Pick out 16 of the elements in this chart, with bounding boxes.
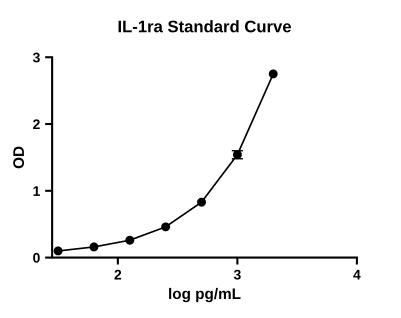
x-axis-title: log pg/mL xyxy=(169,288,241,302)
y-tick-label: 2 xyxy=(33,119,40,130)
y-tick-label: 3 xyxy=(32,52,40,62)
y-tick-label: 0 xyxy=(33,252,40,263)
x-tick-label: 4 xyxy=(353,270,361,280)
point xyxy=(89,242,98,252)
chart-title: IL-1ra Standard Curve xyxy=(118,20,292,32)
y-axis-title: OD xyxy=(13,146,24,168)
y-tick-label: 1 xyxy=(33,186,40,196)
x-tick-label: 2 xyxy=(114,270,122,280)
point xyxy=(161,222,170,232)
point xyxy=(54,246,63,256)
x-tick-label: 3 xyxy=(234,270,241,280)
point xyxy=(197,198,206,207)
point xyxy=(268,69,278,78)
point xyxy=(125,236,134,245)
